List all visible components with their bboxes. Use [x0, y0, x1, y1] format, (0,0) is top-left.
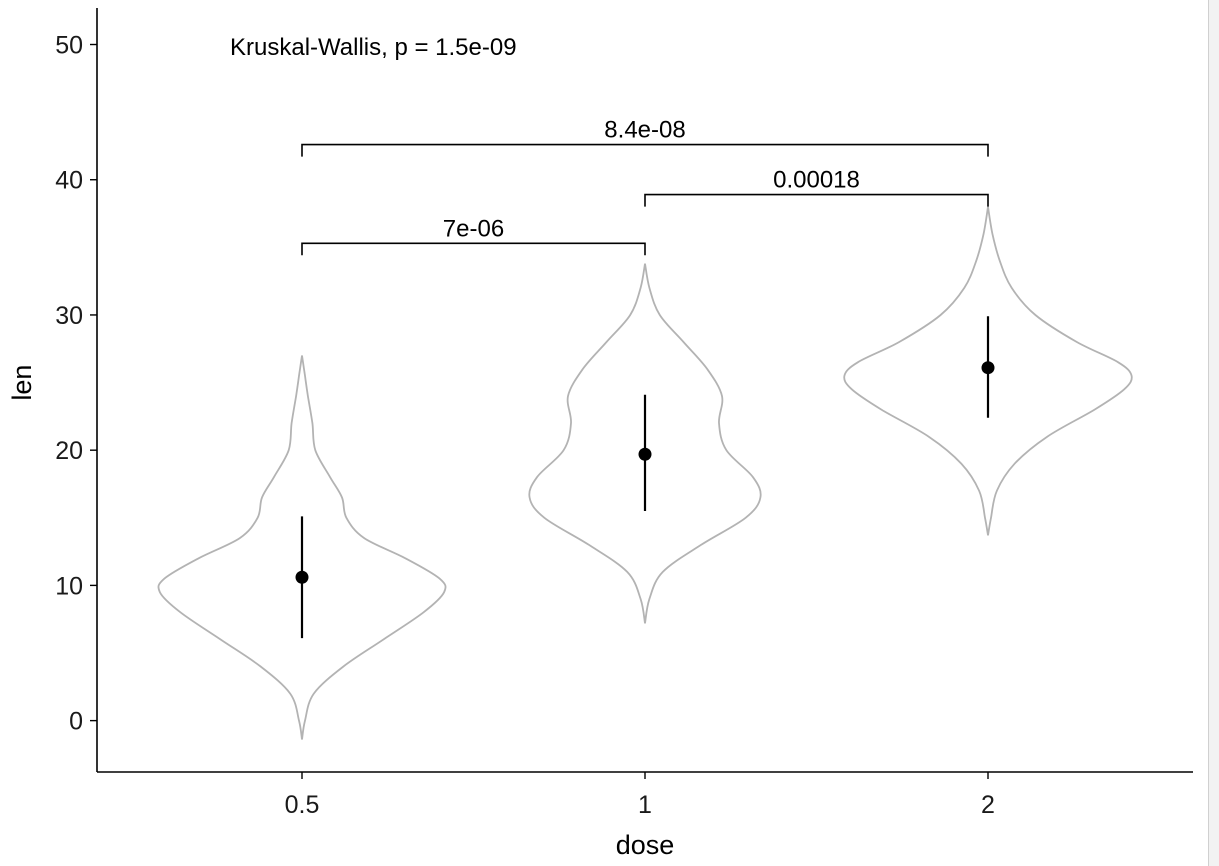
violins [157, 206, 1133, 740]
x-tick-label: 2 [981, 791, 995, 819]
y-tick-label: 30 [55, 302, 83, 330]
x-tick-label: 0.5 [285, 791, 320, 819]
x-axis-title: dose [616, 830, 675, 860]
y-tick-label: 40 [55, 167, 83, 195]
mean-point-0.5 [295, 570, 309, 584]
violin-1 [528, 263, 762, 624]
p-value-label: 7e-06 [443, 215, 504, 242]
y-tick-label: 50 [55, 32, 83, 60]
window-edge [1208, 0, 1219, 866]
violin-0.5 [157, 355, 447, 740]
y-tick-label: 0 [69, 708, 83, 736]
y-axis-ticks: 0 10 20 30 40 50 [55, 32, 97, 736]
y-tick-label: 20 [55, 437, 83, 465]
mean-point-2 [981, 361, 995, 375]
bracket-0.5-vs-1 [301, 242, 646, 256]
error-bars [295, 316, 995, 639]
mean-point-1 [638, 447, 652, 461]
comparison-brackets: 7e-06 0.00018 8.4e-08 [301, 117, 989, 256]
y-axis-title: len [7, 365, 37, 401]
violin-2 [843, 206, 1133, 536]
kruskal-wallis-label: Kruskal-Wallis, p = 1.5e-09 [230, 34, 517, 61]
bracket-0.5-vs-2 [301, 143, 989, 157]
y-tick-label: 10 [55, 572, 83, 600]
x-axis-ticks: 0.5 1 2 [285, 772, 995, 819]
p-value-label: 8.4e-08 [604, 117, 685, 144]
x-tick-label: 1 [638, 791, 652, 819]
bracket-1-vs-2 [644, 193, 989, 207]
p-value-label: 0.00018 [773, 167, 860, 194]
